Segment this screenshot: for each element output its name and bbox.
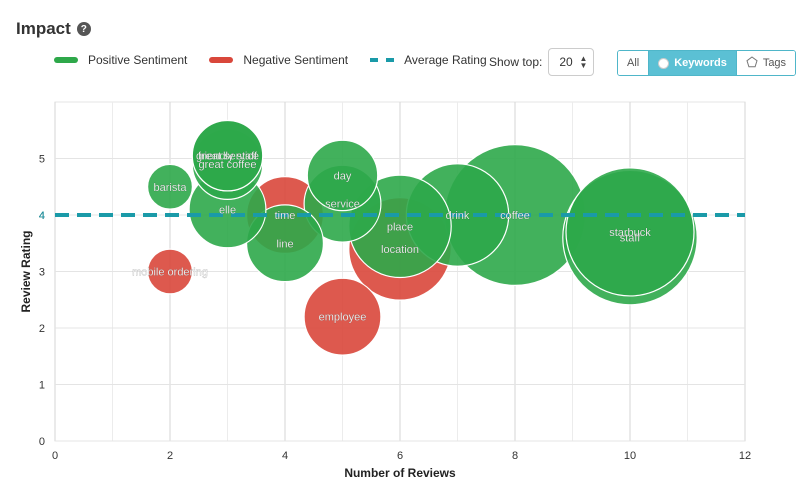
filter-tags-label: Tags — [762, 57, 787, 69]
x-tick-label: 2 — [167, 450, 173, 462]
title-text: Impact — [16, 19, 71, 38]
bubble-starbuck — [565, 167, 695, 297]
bubble-label: day — [334, 170, 352, 182]
legend-item-positive[interactable]: Positive Sentiment — [54, 53, 187, 67]
y-tick-label: 3 — [39, 267, 45, 279]
legend-item-average[interactable]: Average Rating — [370, 53, 487, 67]
y-tick-label: 1 — [39, 380, 45, 392]
x-tick-label: 12 — [739, 450, 751, 462]
legend-label-average: Average Rating — [404, 53, 487, 67]
filter-toggle-group: All Keywords Tags — [617, 50, 797, 76]
stepper-arrows-icon: ▲ ▼ — [579, 54, 588, 70]
x-tick-label: 4 — [282, 450, 288, 462]
bubble-label: place — [387, 221, 413, 233]
bubble-friendly-staff — [191, 119, 264, 192]
x-axis-title: Number of Reviews — [344, 466, 456, 480]
bubble-label: coffee — [500, 210, 530, 222]
bubble-label: line — [276, 238, 293, 250]
average-rating-tick: 4 — [39, 210, 45, 222]
x-tick-label: 10 — [624, 450, 636, 462]
page-title: Impact ? — [16, 19, 91, 39]
filter-keywords-label: Keywords — [674, 57, 727, 69]
y-axis-title: Review Rating — [19, 230, 33, 312]
bubble-label: great coffee — [199, 159, 257, 171]
filter-keywords-button[interactable]: Keywords — [649, 51, 737, 75]
bubble-label: great service — [196, 151, 259, 163]
bubble-day — [306, 139, 379, 212]
legend-swatch-positive — [54, 57, 78, 63]
legend-label-positive: Positive Sentiment — [88, 53, 188, 67]
pentagon-icon — [746, 55, 758, 71]
show-top-select[interactable]: 20 ▲ ▼ — [548, 48, 595, 76]
filter-all-label: All — [627, 57, 640, 69]
show-top-value: 20 — [559, 55, 573, 69]
filter-all-button[interactable]: All — [618, 51, 650, 75]
legend-swatch-negative — [209, 57, 234, 63]
bubble-label: service — [325, 199, 360, 211]
show-top-label: Show top: — [489, 55, 543, 69]
bubble-label: elle — [219, 204, 236, 216]
legend-label-negative: Negative Sentiment — [243, 53, 349, 67]
legend-swatch-average — [370, 58, 395, 62]
bubble-label: barista — [153, 182, 187, 194]
y-tick-label: 0 — [39, 436, 45, 448]
bubble-label: location — [381, 244, 419, 256]
show-top-control: Show top: 20 ▲ ▼ — [489, 48, 595, 76]
y-tick-label: 4 — [39, 210, 45, 222]
bubble-label: starbuck — [609, 227, 651, 239]
chart-legend: Positive Sentiment Negative Sentiment Av… — [54, 53, 509, 67]
y-tick-label: 2 — [39, 323, 45, 335]
bubble-label: staff — [620, 233, 642, 245]
help-icon[interactable]: ? — [76, 22, 91, 36]
x-tick-label: 6 — [397, 450, 403, 462]
x-tick-label: 0 — [52, 450, 58, 462]
bubble-label: time — [275, 210, 296, 222]
bubble-label: drink — [446, 210, 470, 222]
bubble-label: mobile ordering — [132, 267, 208, 279]
bubble-mobile-ordering — [147, 248, 194, 295]
y-tick-label: 5 — [39, 154, 45, 166]
x-tick-label: 8 — [512, 450, 518, 462]
bubble-label: employee — [319, 312, 367, 324]
bubble-barista — [147, 163, 194, 210]
bubble-employee — [303, 277, 382, 356]
legend-item-negative[interactable]: Negative Sentiment — [209, 53, 348, 67]
bubble-label: friendly staff — [198, 151, 258, 163]
filter-tags-button[interactable]: Tags — [736, 51, 796, 75]
radio-icon — [658, 57, 670, 69]
